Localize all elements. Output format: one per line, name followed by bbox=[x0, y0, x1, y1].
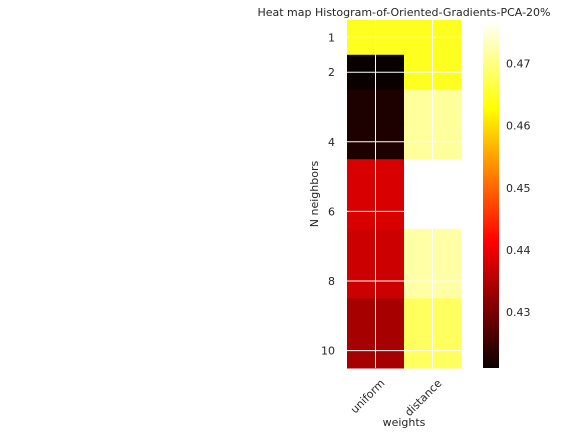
y-tick-label: 1 bbox=[328, 31, 335, 44]
x-tick-label: uniform bbox=[348, 377, 387, 416]
y-tick-labels: 1 2 4 6 8 10 bbox=[321, 31, 335, 357]
x-axis-label: weights bbox=[383, 416, 426, 429]
colorbar-tick-label: 0.45 bbox=[506, 182, 531, 195]
colorbar-tick-label: 0.44 bbox=[506, 244, 531, 257]
colorbar-tick-label: 0.43 bbox=[506, 306, 531, 319]
chart-title: Heat map Histogram-of-Oriented-Gradients… bbox=[257, 6, 550, 19]
colorbar bbox=[483, 20, 499, 368]
heatmap-gridlines bbox=[347, 20, 461, 368]
y-tick-label: 4 bbox=[328, 136, 335, 149]
y-tick-label: 2 bbox=[328, 66, 335, 79]
colorbar-tick-label: 0.47 bbox=[506, 58, 531, 71]
y-tick-label: 8 bbox=[328, 275, 335, 288]
y-tick-label: 10 bbox=[321, 345, 335, 358]
colorbar-tick-label: 0.46 bbox=[506, 120, 531, 133]
x-tick-label: distance bbox=[402, 377, 444, 419]
colorbar-tick-labels: 0.43 0.44 0.45 0.46 0.47 bbox=[506, 58, 531, 320]
x-tick-labels: uniform distance bbox=[348, 377, 445, 419]
y-tick-label: 6 bbox=[328, 205, 335, 218]
y-axis-label: N neighbors bbox=[308, 161, 321, 228]
